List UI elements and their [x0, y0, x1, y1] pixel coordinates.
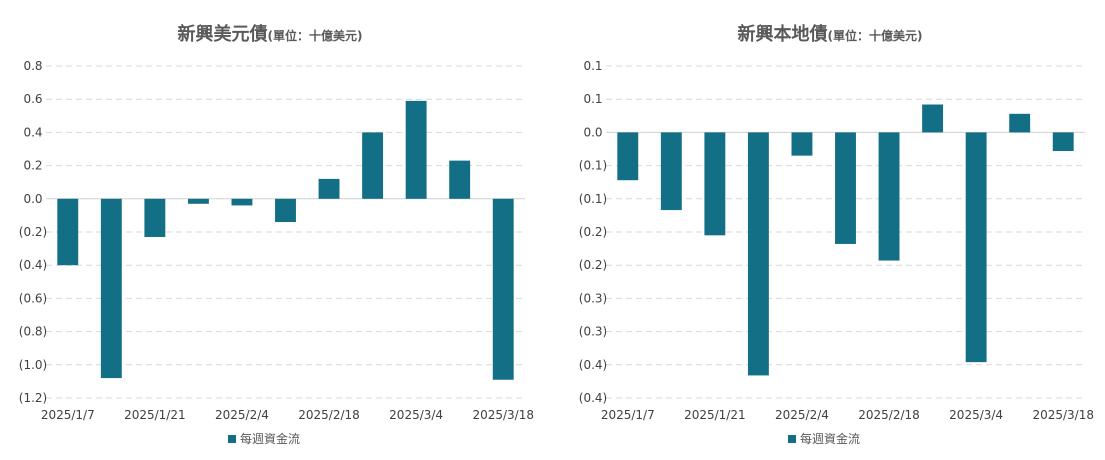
legend: 每週資金流 [228, 431, 300, 446]
y-tick-label: (0.8) [19, 325, 47, 339]
bar [878, 132, 900, 261]
legend: 每週資金流 [788, 431, 860, 446]
bar [617, 132, 639, 181]
bar [144, 198, 166, 237]
y-tick-label: (0.3) [579, 291, 607, 305]
chart-title: 新興美元債(單位：十億美元) [178, 23, 363, 45]
legend-swatch [788, 435, 796, 443]
bar [275, 198, 296, 223]
y-tick-label: 0.0 [583, 125, 602, 139]
legend-label: 每週資金流 [800, 431, 860, 446]
bar [1052, 132, 1074, 151]
x-tick-label: 2025/3/4 [949, 408, 1003, 422]
chart-title-main: 新興美元債 [178, 23, 268, 45]
y-tick-label: 0.4 [23, 125, 42, 139]
bar [57, 198, 79, 266]
bar [922, 104, 944, 133]
bar [492, 198, 514, 380]
x-tick-label: 2025/2/18 [858, 408, 920, 422]
y-tick-label: (0.2) [579, 258, 607, 272]
y-tick-label: (1.2) [19, 391, 47, 405]
y-tick-label: 0.0 [23, 192, 42, 206]
bar [747, 132, 769, 376]
y-tick-label: 0.2 [23, 159, 42, 173]
chart-2: 新興本地債(單位：十億美元) 0.1 0.1 0.0 (0.1) (0.1) (0.2) (0… [579, 23, 1094, 446]
legend-swatch [228, 435, 236, 443]
bar [231, 198, 253, 206]
bar [660, 132, 682, 211]
y-tick-label: (0.3) [579, 325, 607, 339]
chart-title-unit: (單位：十億美元) [828, 28, 923, 43]
y-tick-label: (0.1) [579, 192, 607, 206]
bar [318, 178, 340, 199]
y-tick-label: 0.8 [23, 59, 42, 73]
x-tick-label: 2025/2/4 [215, 408, 269, 422]
chart-title-unit: (單位：十億美元) [268, 28, 363, 43]
y-tick-label: (0.2) [19, 225, 47, 239]
y-tick-label: (0.1) [579, 159, 607, 173]
bar [405, 100, 427, 199]
y-tick-label: (0.4) [579, 391, 607, 405]
x-tick-label: 2025/1/21 [684, 408, 746, 422]
bar [791, 132, 813, 156]
x-tick-label: 2025/3/18 [472, 408, 534, 422]
bar [835, 132, 856, 244]
y-tick-label: (0.4) [19, 258, 47, 272]
x-tick-label: 2025/2/4 [775, 408, 829, 422]
y-tick-label: (0.2) [579, 225, 607, 239]
chart-1: 新興美元債(單位：十億美元) 0.8 0.6 0.4 0.2 0.0 (0.2) (0.4) (… [19, 23, 534, 446]
y-tick-label: 0.1 [583, 59, 602, 73]
bar [100, 198, 122, 379]
y-tick-label: (0.4) [579, 358, 607, 372]
chart-title-main: 新興本地債 [738, 23, 828, 45]
y-tick-label: 0.6 [23, 92, 42, 106]
bar [1009, 113, 1031, 133]
bar [704, 132, 726, 236]
x-tick-label: 2025/2/18 [298, 408, 360, 422]
bar [187, 198, 209, 204]
x-tick-label: 2025/1/7 [41, 408, 95, 422]
x-tick-label: 2025/3/18 [1032, 408, 1094, 422]
y-tick-label: 0.1 [583, 92, 602, 106]
y-tick-label: (0.6) [19, 291, 47, 305]
x-tick-label: 2025/1/7 [601, 408, 655, 422]
chart-title: 新興本地債(單位：十億美元) [738, 23, 923, 45]
y-tick-label: (1.0) [19, 358, 47, 372]
bar [965, 132, 987, 363]
bar [449, 160, 471, 199]
bar [362, 132, 384, 199]
x-tick-label: 2025/1/21 [124, 408, 186, 422]
x-tick-label: 2025/3/4 [389, 408, 443, 422]
legend-label: 每週資金流 [240, 431, 300, 446]
